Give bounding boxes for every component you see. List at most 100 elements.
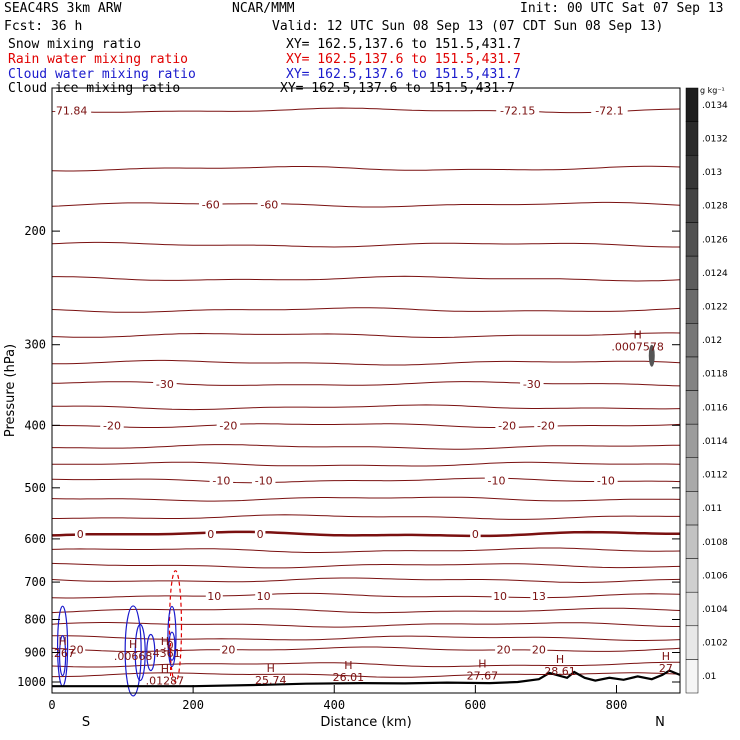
isotherm-label: -20 xyxy=(219,419,237,432)
isotherm-label: -72.15 xyxy=(500,104,535,117)
colorbar-tick-label: .0104 xyxy=(702,605,728,615)
isotherm-line xyxy=(51,496,681,502)
cloud-water-contour xyxy=(58,634,67,677)
colorbar-segment xyxy=(685,659,699,694)
isotherm-label-bg xyxy=(484,474,509,487)
colorbar-tick-label: .0118 xyxy=(702,370,728,380)
isotherm-line xyxy=(51,562,681,569)
isotherm-label-bg xyxy=(257,198,282,211)
isotherm-line xyxy=(51,241,680,248)
x-tick-label: 0 xyxy=(48,698,55,712)
isotherm-label: 20 xyxy=(70,643,84,656)
rain-contour xyxy=(168,570,183,683)
isotherm-label-bg xyxy=(216,419,241,432)
isotherm-label-bg xyxy=(520,377,544,390)
isotherm-label: -10 xyxy=(597,474,615,487)
y-tick-label: 400 xyxy=(24,418,46,432)
extremum-value: .0007578 xyxy=(611,341,664,354)
colorbar-segment xyxy=(685,524,699,559)
isotherm-line xyxy=(51,622,680,628)
model-label: SEAC4RS 3km ARW xyxy=(4,1,122,16)
x-end-label-south: S xyxy=(82,715,90,730)
colorbar-segment xyxy=(685,188,699,223)
isotherm-label: -60 xyxy=(202,199,220,212)
isotherm-label-bg xyxy=(205,589,223,602)
isotherm-label-bg xyxy=(209,474,234,487)
isotherm-label: 10 xyxy=(493,590,507,603)
extremum-marker: H xyxy=(161,663,169,676)
colorbar-tick-label: .0116 xyxy=(702,403,728,413)
colorbar-segment xyxy=(685,121,699,156)
isotherm-label-bg xyxy=(534,419,558,432)
colorbar-tick-label: .0122 xyxy=(702,302,728,312)
isotherm-label: -10 xyxy=(255,474,273,487)
isotherm-label: -60 xyxy=(260,199,278,212)
extremum-marker: H xyxy=(58,635,66,648)
isotherm-label: -20 xyxy=(498,419,516,432)
colorbar-tick-label: .0132 xyxy=(702,134,728,144)
isotherm-line xyxy=(51,404,681,411)
isotherm-label-bg xyxy=(205,528,217,541)
isotherm-label: -20 xyxy=(537,419,555,432)
colorbar-segment xyxy=(685,491,699,526)
isotherm-label-bg xyxy=(255,589,273,602)
isotherm-label-bg xyxy=(495,643,513,656)
extremum-marker: H xyxy=(478,657,486,670)
colorbar-tick-label: .0124 xyxy=(702,269,728,279)
isotherm-line xyxy=(51,107,681,114)
isotherm-label: 20 xyxy=(221,643,235,656)
x-tick-label: 400 xyxy=(323,698,345,712)
extremum-marker: H xyxy=(344,659,352,672)
colorbar-segment xyxy=(685,591,699,627)
isotherm-label: -30 xyxy=(523,378,541,391)
isotherm-label-bg xyxy=(254,528,266,541)
field-xy-cloud-water: XY= 162.5,137.6 to 151.5,431.7 xyxy=(286,67,521,82)
isotherm-label: 10 xyxy=(257,590,271,603)
isotherm-line xyxy=(52,635,681,641)
extremum-value: .267 xyxy=(50,647,75,660)
field-name-snow: Snow mixing ratio xyxy=(8,37,142,52)
isotherm-line xyxy=(51,592,681,599)
isotherm-label-bg xyxy=(100,419,124,432)
forecast-label: Fcst: 36 h xyxy=(4,19,83,34)
y-tick-label: 1000 xyxy=(17,675,46,689)
isotherm-line xyxy=(52,423,681,428)
y-tick-label: 800 xyxy=(24,612,46,626)
field-xy-rain: XY= 162.5,137.6 to 151.5,431.7 xyxy=(286,52,521,67)
colorbar-tick-label: .0112 xyxy=(702,471,728,481)
x-tick-label: 800 xyxy=(606,698,628,712)
colorbar-tick-label: .01 xyxy=(702,672,716,682)
x-tick-label: 600 xyxy=(465,698,487,712)
isotherm-label: -71.84 xyxy=(52,104,87,117)
colorbar-segment xyxy=(685,423,699,458)
extremum-value: 28.61 xyxy=(544,665,576,678)
valid-label: Valid: 12 UTC Sun 08 Sep 13 (07 CDT Sun … xyxy=(272,19,664,34)
isotherm-label-bg xyxy=(491,589,509,602)
isotherm-label: 0 xyxy=(257,528,264,541)
isotherm-label: 0 xyxy=(77,528,84,541)
extremum-marker: H xyxy=(161,635,169,648)
isotherm-label-bg xyxy=(470,528,481,541)
colorbar-tick-label: .0106 xyxy=(702,571,728,581)
extremum-marker: H xyxy=(267,662,275,675)
x-axis-title: Distance (km) xyxy=(320,715,411,730)
cloud-ice-blob xyxy=(648,344,655,367)
isotherm-line xyxy=(51,165,681,172)
isotherm-label-bg xyxy=(153,377,177,390)
extremum-marker: H xyxy=(556,653,564,666)
isotherm-label: -72.1 xyxy=(595,104,623,117)
colorbar-segment xyxy=(685,625,699,660)
isotherm-label-bg xyxy=(219,643,237,656)
isotherm-label-bg xyxy=(530,589,548,602)
colorbar-unit: g kg⁻¹ xyxy=(700,86,725,95)
isotherm-label: -30 xyxy=(156,378,174,391)
colorbar-segment xyxy=(685,457,699,492)
field-xy-snow: XY= 162.5,137.6 to 151.5,431.7 xyxy=(286,37,521,52)
colorbar-tick-label: .011 xyxy=(702,504,722,514)
extremum-value: 26.01 xyxy=(333,671,365,684)
isotherm-line xyxy=(52,461,681,467)
isotherm-line xyxy=(51,307,681,313)
isotherm-label: 10 xyxy=(207,590,221,603)
extremum-marker: H xyxy=(662,650,670,663)
isotherm-label: -10 xyxy=(488,474,506,487)
